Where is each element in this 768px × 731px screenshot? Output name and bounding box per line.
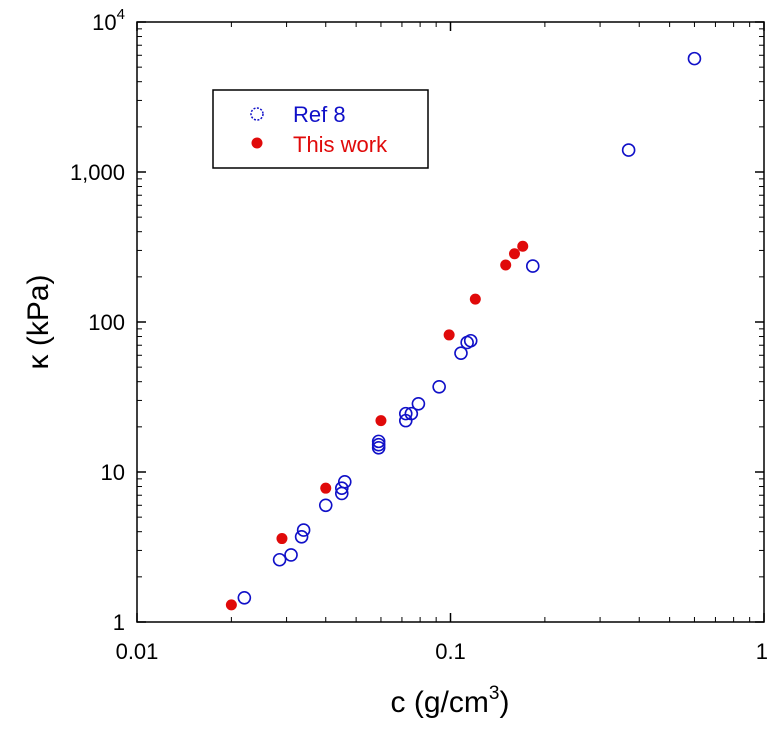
this-work-point [500,259,512,271]
ref8-point [398,406,413,421]
legend: Ref 8 This work [212,89,429,169]
y-tick-label: 1,000 [70,160,125,185]
legend-marker-this-work [251,137,263,149]
ref8-point [411,396,426,411]
ref8-point [334,481,349,495]
x-axis-label-main: c (g/cm [391,686,489,719]
ref8-point [687,51,702,66]
this-work-point [320,482,332,494]
ref8-point [621,143,636,157]
this-work-point [225,599,237,611]
this-work-point [443,329,455,341]
ref8-point [294,529,309,544]
ref8-point [318,498,333,513]
x-tick-label: 0.01 [116,639,159,664]
ref8-point [525,259,540,273]
y-tick-label: 104 [92,6,125,35]
ref8-point [371,437,386,452]
ref8-point [272,552,287,567]
ref8-point [454,346,468,360]
ref8-point [284,548,298,562]
x-axis-label-superscript: 3 [489,683,500,704]
ref8-point [404,406,419,421]
legend-label-ref8: Ref 8 [293,102,346,127]
axis-ticks [136,21,765,623]
this-work-point [469,293,481,305]
y-tick-label-base: 10 [92,10,116,35]
x-tick-label: 0.1 [435,639,466,664]
ref8-point [337,475,352,489]
data-points [225,51,702,611]
this-work-point [375,415,387,427]
x-axis-label: c (g/cm3) [391,683,510,719]
x-tick-label: 1 [756,639,768,664]
ref8-point [371,434,386,449]
legend-marker-ref8 [250,107,264,121]
ref8-point [237,590,252,605]
y-axis-label: κ (kPa) [22,274,55,369]
y-tick-label: 10 [101,460,125,485]
legend-box [212,89,429,169]
this-work-point [517,240,529,252]
y-tick-label: 100 [88,310,125,335]
ref8-point [432,379,446,394]
y-tick-label-exponent: 4 [117,6,125,23]
ref8-point [463,333,478,348]
this-work-point [276,533,288,545]
x-axis-label-close: ) [499,686,509,719]
ref8-point [296,523,311,537]
legend-label-this-work: This work [293,132,388,157]
this-work-point [508,248,520,260]
y-tick-label: 1 [113,610,125,635]
